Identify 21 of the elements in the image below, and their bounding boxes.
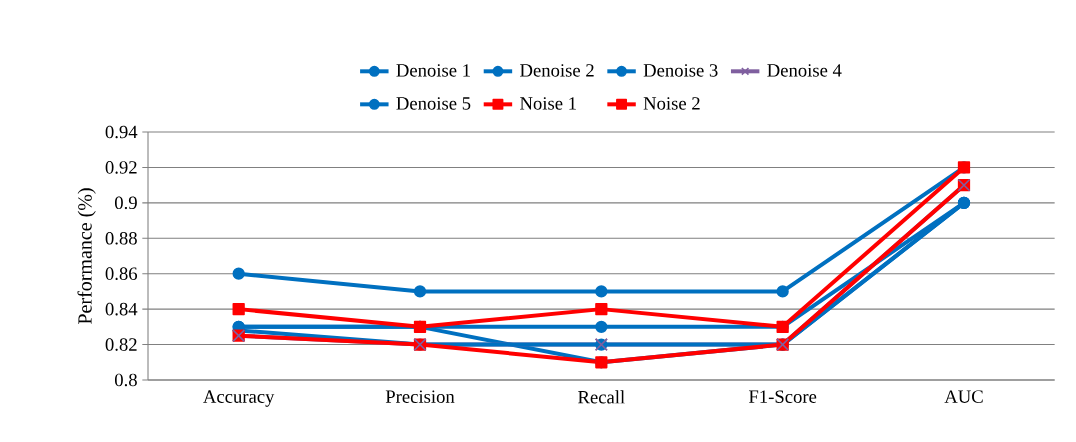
y-tick-label: 0.84 xyxy=(105,302,138,316)
legend-label: Denoise 2 xyxy=(520,64,594,77)
legend-label: Noise 2 xyxy=(643,97,700,110)
x-tick-label: Accuracy xyxy=(203,390,275,407)
y-axis-title: Performance (%) xyxy=(77,188,96,324)
legend-label: Denoise 1 xyxy=(396,64,470,77)
y-tick-label: 0.86 xyxy=(105,267,138,281)
y-tick-label: 0.88 xyxy=(105,231,137,245)
x-tick-label: F1-Score xyxy=(748,390,817,403)
legend-label: Denoise 5 xyxy=(396,97,471,110)
legend-label: Denoise 4 xyxy=(767,64,842,77)
y-tick-label: 0.9 xyxy=(114,196,137,210)
x-tick-label: Precision xyxy=(385,390,455,403)
y-tick-label: 0.82 xyxy=(105,338,137,351)
y-tick-label: 0.8 xyxy=(114,373,137,387)
x-tick-label: AUC xyxy=(944,390,983,403)
x-tick-label: Recall xyxy=(578,390,625,404)
y-tick-label: 0.94 xyxy=(105,125,138,139)
legend-label: Denoise 3 xyxy=(643,64,718,77)
y-tick-label: 0.92 xyxy=(105,161,137,174)
legend-label: Noise 1 xyxy=(520,97,576,110)
